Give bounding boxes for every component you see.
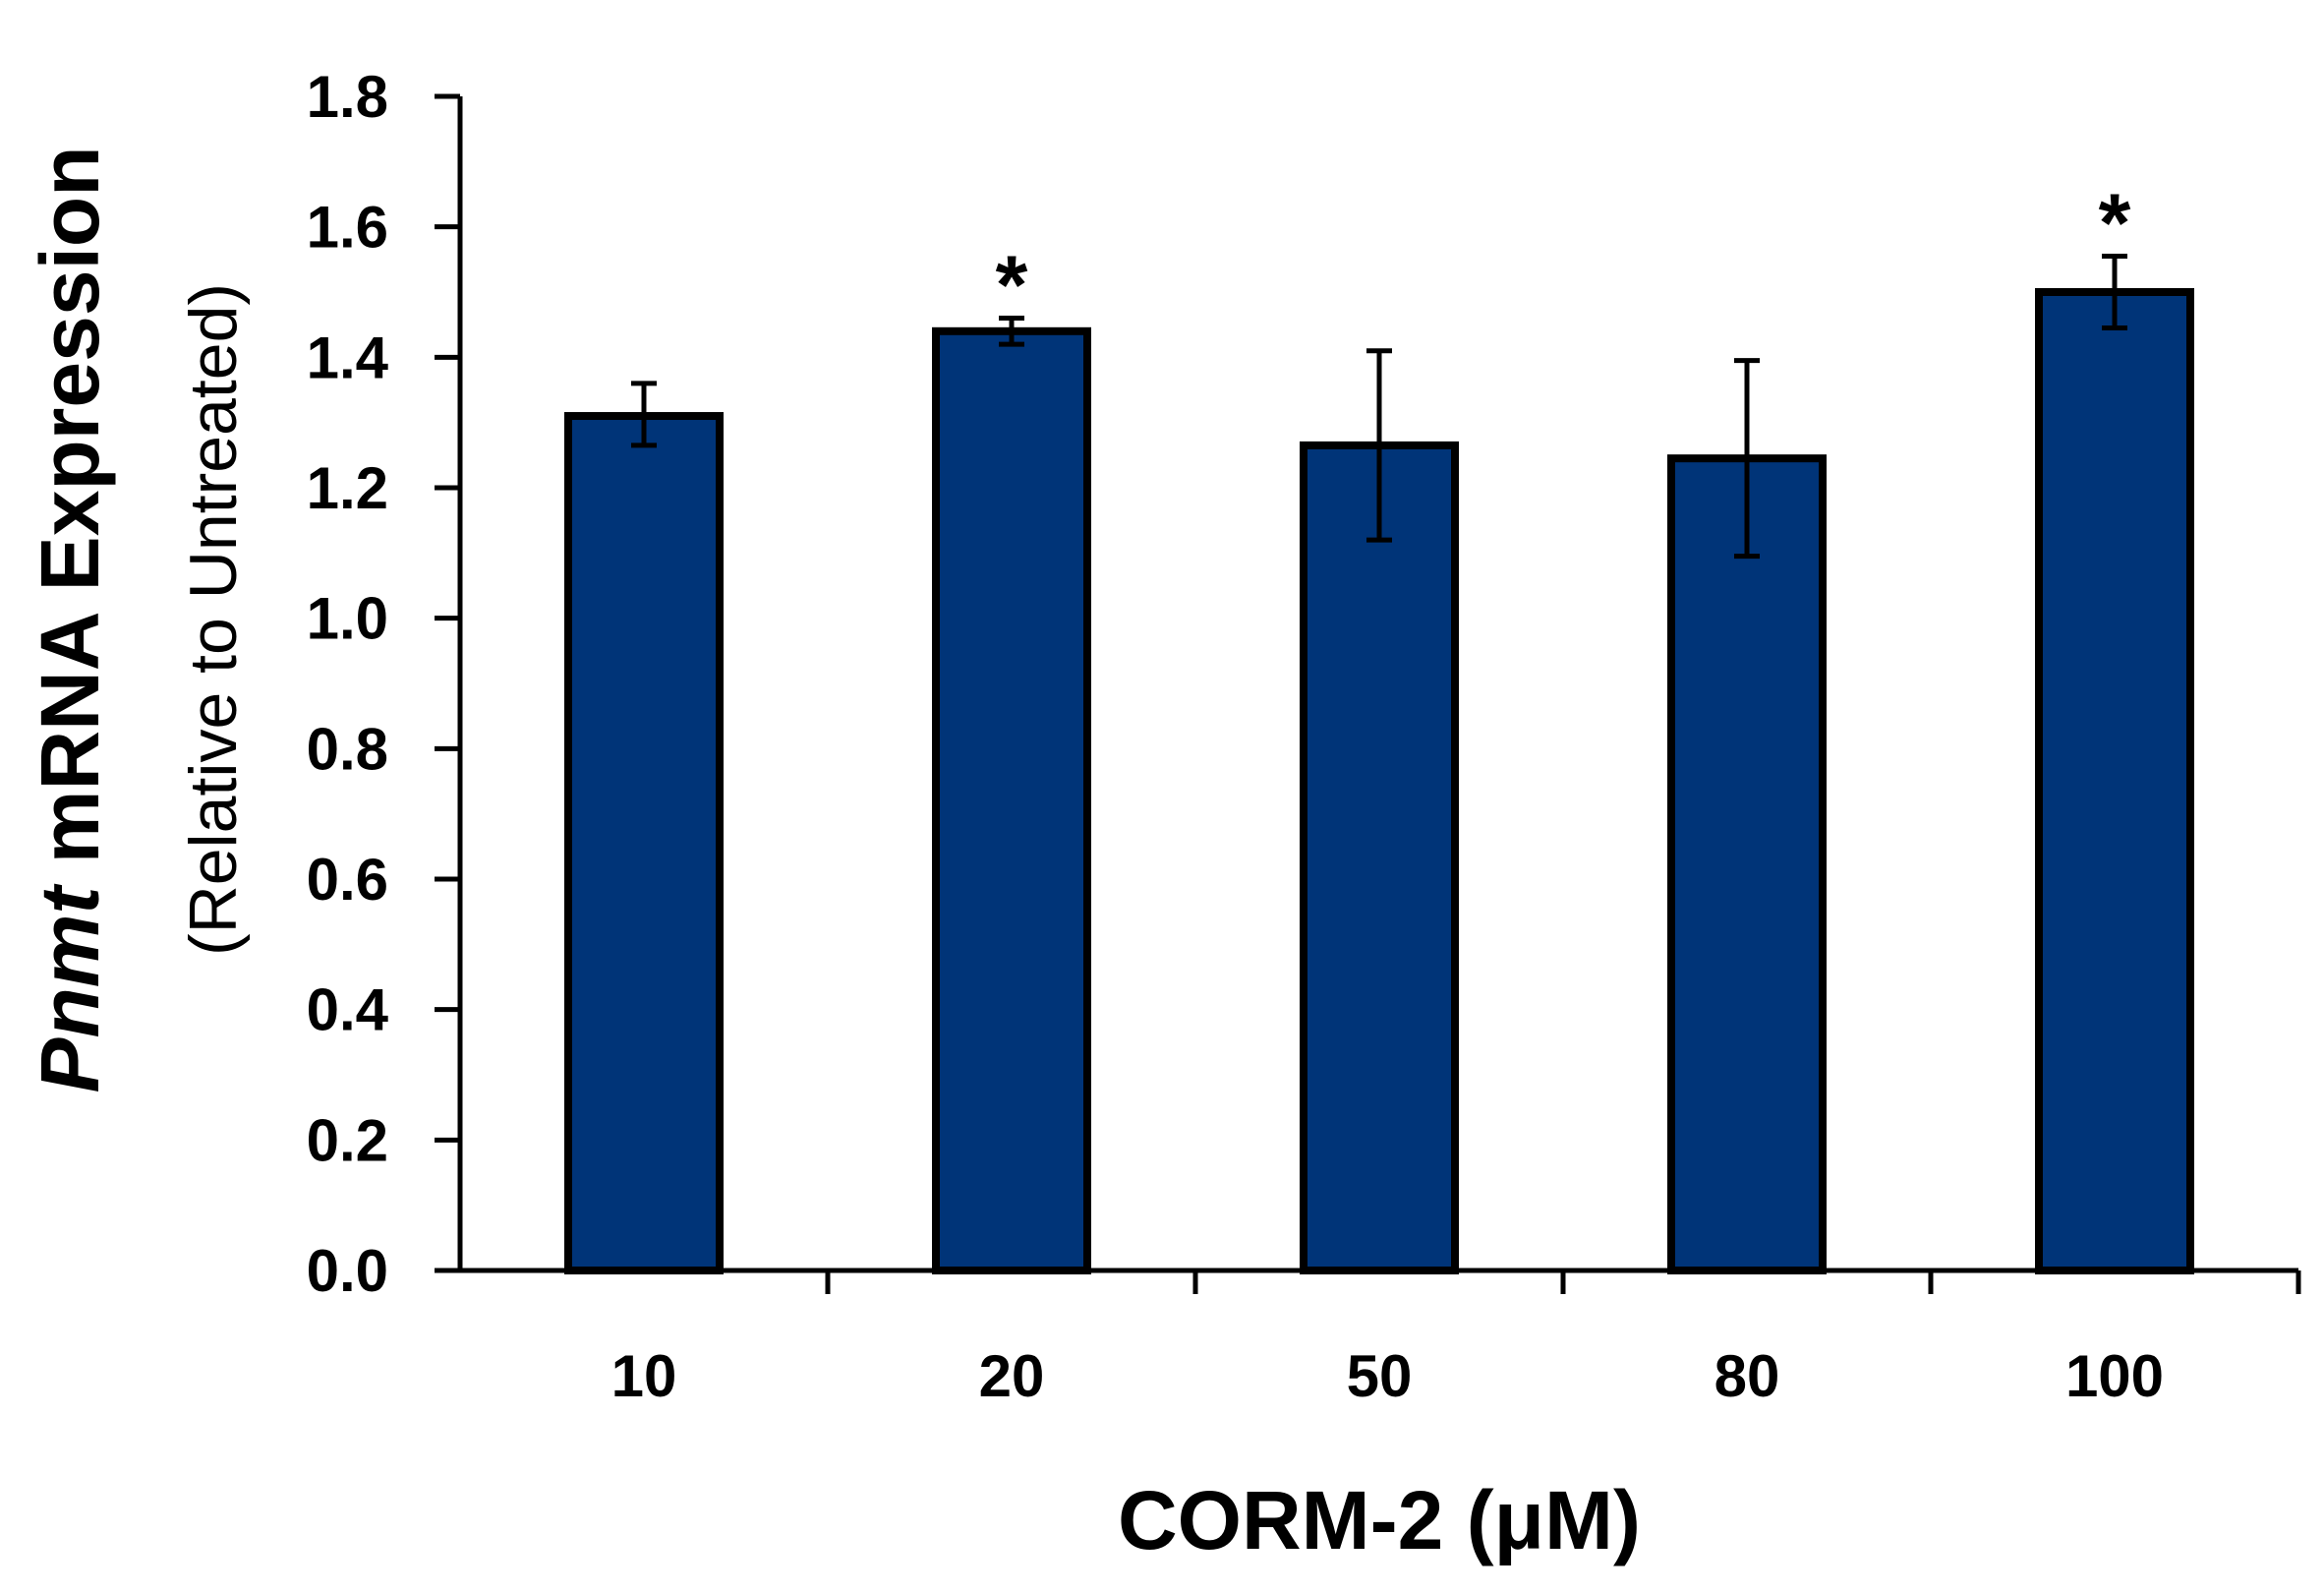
y-tick-label: 0.2 (307, 1107, 388, 1173)
y-axis-title-gene: Pnmt (24, 884, 116, 1093)
bars (564, 288, 2194, 1274)
x-axis-ticks: 10 20 50 80 100 (611, 1270, 2301, 1409)
y-tick-label: 0.8 (307, 716, 388, 782)
y-axis-subtitle-text: (Relative to Untreated) (176, 283, 251, 956)
bar-20 (932, 326, 1091, 1274)
significance-star-20: * (996, 239, 1028, 331)
bar-100 (2035, 288, 2194, 1274)
y-tick-label: 1.4 (307, 325, 389, 390)
x-tick-label: 20 (979, 1343, 1045, 1409)
bar-50 (1300, 441, 1459, 1274)
y-tick-label: 0.6 (307, 847, 388, 913)
x-tick-label: 50 (1347, 1343, 1413, 1409)
y-axis-title: Pnmt mRNA Expression (24, 146, 116, 1092)
y-tick-label: 0.4 (307, 977, 389, 1043)
y-tick-label: 1.6 (307, 195, 388, 261)
significance-star-100: * (2099, 177, 2131, 269)
svg-text:Pnmt mRNA Expression: Pnmt mRNA Expression (24, 146, 116, 1092)
x-tick-label: 10 (611, 1343, 677, 1409)
bar-80 (1667, 454, 1827, 1274)
y-axis-title-main: mRNA Expression (24, 146, 116, 886)
y-axis-subtitle: (Relative to Untreated) (176, 283, 251, 956)
y-tick-label: 0.0 (307, 1238, 388, 1304)
x-tick-label: 100 (2065, 1343, 2164, 1409)
y-tick-label: 1.8 (307, 64, 388, 130)
y-tick-label: 1.0 (307, 586, 388, 652)
significance-markers: ** (996, 177, 2131, 331)
y-tick-label: 1.2 (307, 455, 388, 521)
x-axis-title: CORM-2 (μM) (1118, 1474, 1641, 1566)
x-tick-label: 80 (1714, 1343, 1780, 1409)
y-axis-ticks: 0.0 0.2 0.4 0.6 0.8 1.0 1.2 1.4 1.6 1.8 (307, 64, 460, 1304)
error-bars (631, 254, 2127, 560)
bar-10 (564, 412, 724, 1274)
